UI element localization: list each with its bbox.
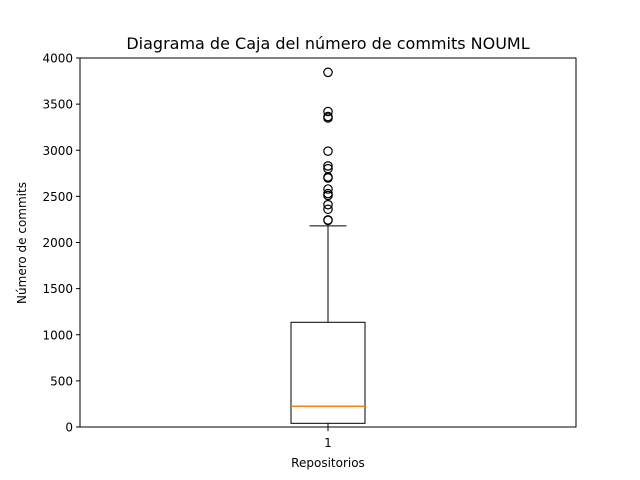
outlier-point	[323, 215, 333, 225]
outlier-point	[323, 184, 333, 194]
outlier-point	[323, 106, 333, 117]
x-axis-label: Repositorios	[291, 456, 365, 470]
outlier-point	[323, 188, 333, 199]
plot-area	[79, 57, 577, 428]
outlier-point	[323, 199, 333, 210]
y-tick-label: 2000	[42, 236, 73, 250]
y-axis-label: Número de commits	[15, 182, 29, 304]
outlier-point	[323, 204, 333, 215]
x-tick-label: 1	[324, 436, 332, 450]
y-tick-label: 500	[50, 374, 73, 388]
y-tick-label: 4000	[42, 52, 73, 66]
y-tick-label: 3000	[42, 144, 73, 158]
y-tick-label: 2500	[42, 190, 73, 204]
outlier-point	[323, 146, 333, 156]
box-iqr	[290, 321, 366, 424]
outlier-point	[323, 161, 333, 171]
outlier-point	[323, 67, 333, 78]
outlier-point	[323, 163, 333, 174]
x-axis: 1	[324, 427, 332, 450]
y-tick-label: 1000	[42, 328, 73, 342]
y-tick-label: 0	[65, 421, 73, 435]
y-tick-label: 3500	[42, 98, 73, 112]
outlier-point	[323, 111, 333, 122]
y-axis: 0 500 1000 1500 2000 2500 3000 3500 4000	[42, 52, 80, 435]
y-tick-label: 1500	[42, 282, 73, 296]
chart-title: Diagrama de Caja del número de commits N…	[126, 34, 529, 53]
